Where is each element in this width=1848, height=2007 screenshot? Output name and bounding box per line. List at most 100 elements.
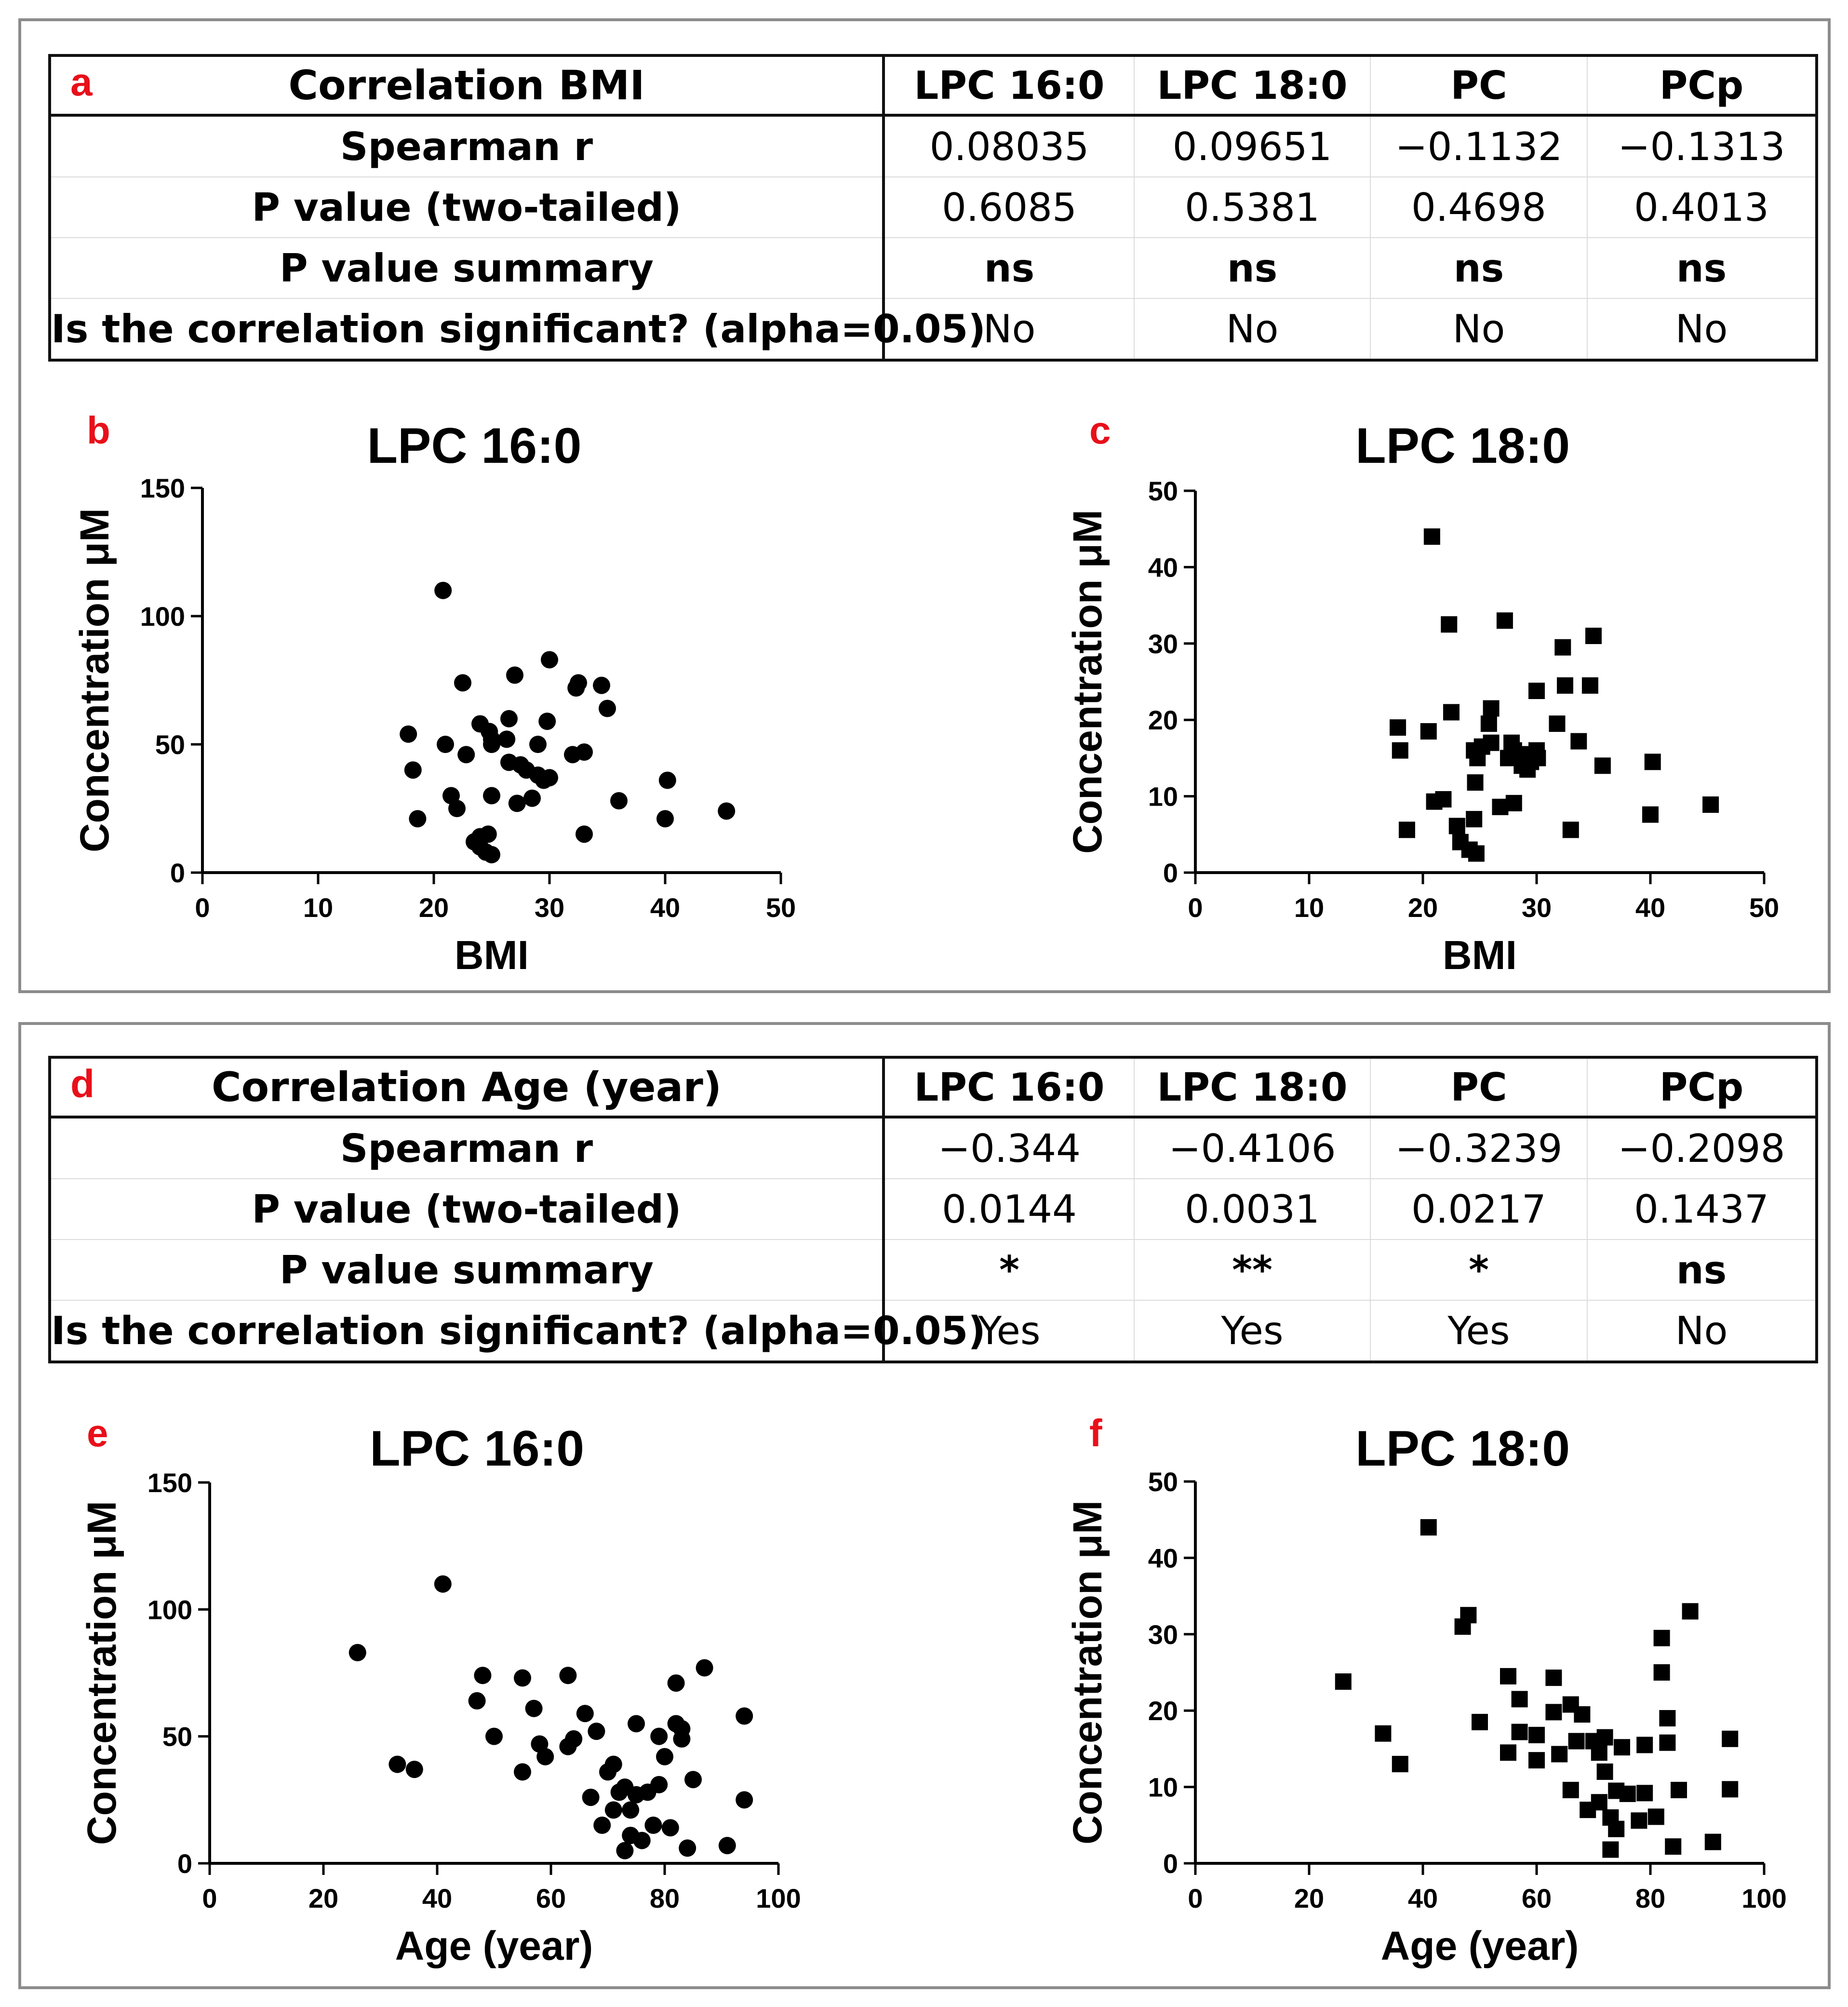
y-tick-label: 30	[1148, 1619, 1178, 1650]
table-row: P value (two-tailed) 0.0144 0.0031 0.021…	[49, 1178, 1817, 1240]
data-point	[541, 651, 558, 669]
x-axis-label: BMI	[1443, 932, 1517, 978]
x-tick-label: 0	[1188, 1883, 1203, 1913]
data-point	[610, 792, 628, 810]
table-cell: 0.1437	[1587, 1178, 1817, 1240]
data-point	[1574, 1706, 1591, 1723]
y-tick-label: 50	[162, 1722, 192, 1752]
table-cell: *	[883, 1239, 1135, 1301]
column-header: PCp	[1587, 55, 1817, 117]
data-point	[1423, 528, 1440, 545]
y-tick-label: 100	[140, 601, 185, 632]
data-point	[582, 1789, 600, 1806]
data-point	[1562, 1781, 1579, 1798]
data-point	[1644, 754, 1661, 770]
table-cell: ns	[1134, 237, 1371, 299]
data-point	[1468, 845, 1485, 862]
scatter-plot-c: c LPC 18:0 0 10 20 30 40 50 0 10 20 30 40 50 BMI Concen…	[1065, 409, 1779, 978]
table-cell: −0.1132	[1370, 115, 1588, 177]
x-tick-label: 40	[650, 892, 680, 923]
data-point	[1636, 1737, 1653, 1753]
data-point	[483, 787, 500, 805]
table-row: Spearman r −0.344 −0.4106 −0.3239 −0.209…	[49, 1117, 1817, 1179]
table-row: Spearman r 0.08035 0.09651 −0.1132 −0.13…	[49, 115, 1817, 177]
table-cell: **	[1134, 1239, 1371, 1301]
row-label: Is the correlation significant? (alpha=0…	[49, 298, 986, 361]
x-tick-label: 10	[1294, 892, 1324, 923]
y-tick-label: 150	[140, 473, 185, 503]
data-point	[673, 1730, 691, 1748]
data-point	[1585, 627, 1602, 644]
x-tick-label: 50	[766, 892, 796, 923]
data-point	[388, 1755, 406, 1773]
panel-tag: e	[87, 1412, 108, 1455]
panel-tag: b	[87, 409, 110, 452]
row-label: P value summary	[49, 237, 885, 299]
table-row: Is the correlation significant? (alpha=0…	[49, 298, 1817, 361]
data-point	[1570, 733, 1587, 750]
data-point	[514, 1763, 531, 1781]
data-point	[736, 1707, 753, 1725]
data-point	[1375, 1725, 1392, 1742]
data-point	[1653, 1630, 1670, 1646]
data-point	[434, 581, 452, 599]
data-point	[1631, 1812, 1647, 1829]
data-point	[1653, 1664, 1670, 1681]
x-tick-label: 60	[1522, 1883, 1552, 1913]
data-point	[1496, 612, 1513, 629]
data-point	[576, 825, 593, 843]
table-header-row: a Correlation BMI LPC 16:0 LPC 18:0 PC P…	[49, 55, 1817, 117]
x-tick-label: 100	[1741, 1883, 1786, 1913]
table-cell: 0.0031	[1134, 1178, 1371, 1240]
data-point	[535, 771, 552, 789]
table-cell: 0.4013	[1587, 176, 1817, 238]
data-point	[1551, 1746, 1568, 1763]
x-tick-label: 100	[756, 1883, 801, 1913]
panel-tag: f	[1089, 1412, 1102, 1455]
table-cell: −0.1313	[1587, 115, 1817, 177]
data-point	[1554, 639, 1571, 656]
x-tick-label: 0	[202, 1883, 217, 1913]
y-tick-label: 40	[1148, 552, 1178, 582]
table-row: P value summary * ** * ns	[49, 1239, 1817, 1301]
data-point	[1420, 1519, 1437, 1536]
data-point	[1580, 1802, 1596, 1818]
table-title-cell: d Correlation Age (year)	[49, 1057, 885, 1118]
y-tick-label: 20	[1148, 1696, 1178, 1726]
table-cell: 0.0217	[1370, 1178, 1588, 1240]
table-cell: 0.09651	[1134, 115, 1371, 177]
data-point	[1483, 734, 1500, 751]
x-axis-label: BMI	[455, 932, 529, 978]
data-point	[661, 1819, 679, 1837]
data-point	[1704, 1833, 1721, 1850]
data-point	[1568, 1733, 1585, 1750]
section-bmi-frame	[18, 18, 1831, 993]
correlation-bmi-table: a Correlation BMI LPC 16:0 LPC 18:0 PC P…	[48, 54, 1818, 362]
data-point	[1722, 1730, 1739, 1747]
data-point	[1392, 742, 1408, 759]
column-header: LPC 18:0	[1134, 1057, 1371, 1118]
data-point	[514, 1669, 531, 1687]
y-tick-label: 0	[1163, 858, 1178, 888]
table-cell: −0.344	[883, 1117, 1135, 1179]
data-point	[718, 1837, 736, 1855]
data-point	[1594, 757, 1611, 774]
row-label: Is the correlation significant? (alpha=0…	[49, 1300, 986, 1362]
x-tick-label: 50	[1749, 892, 1779, 923]
data-point	[457, 746, 475, 764]
table-cell: −0.2098	[1587, 1117, 1817, 1179]
data-point	[616, 1842, 634, 1859]
y-tick-label: 10	[1148, 1772, 1178, 1803]
data-point	[525, 1699, 543, 1717]
column-header: PC	[1370, 55, 1588, 117]
table-cell: Yes	[1370, 1300, 1588, 1362]
data-point	[1545, 1670, 1562, 1686]
data-point	[1602, 1841, 1619, 1858]
y-tick-label: 40	[1148, 1543, 1178, 1573]
scatter-plot-f: f LPC 18:0 0 20 40 60 80 100 0 10 20 30 40 50 Age (yea…	[1065, 1412, 1787, 1968]
table-cell: *	[1370, 1239, 1588, 1301]
data-point	[1528, 1726, 1545, 1743]
table-cell: 0.4698	[1370, 176, 1588, 238]
panel-tag: c	[1089, 409, 1111, 452]
data-point	[633, 1832, 651, 1849]
